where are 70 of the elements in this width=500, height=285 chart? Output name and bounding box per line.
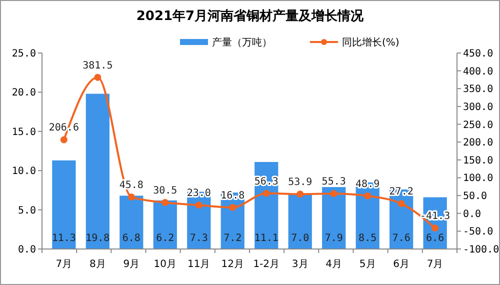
legend-label: 产量（万吨） [212, 36, 272, 48]
data-label: 23.0 [186, 188, 211, 200]
x-tick-label: 12月 [221, 259, 244, 270]
data-label: 53.9 [288, 177, 312, 188]
bar [288, 194, 312, 249]
y2-tick-label: 0.0 [463, 208, 482, 220]
data-label: 7.9 [324, 233, 343, 244]
data-label: 11.3 [52, 233, 76, 244]
x-tick-label: 6月 [393, 259, 410, 270]
bar [52, 160, 76, 249]
data-label: 6.6 [426, 233, 444, 244]
y-tick-label: 25.0 [12, 48, 36, 60]
data-label: 56.3 [254, 176, 278, 188]
y2-tick-label: 50.0 [463, 191, 488, 202]
data-label: 55.3 [322, 176, 346, 188]
point [229, 204, 236, 211]
data-label: 19.8 [86, 233, 110, 244]
point [195, 202, 202, 209]
data-label: 7.6 [392, 233, 410, 244]
point [398, 200, 405, 208]
y2-tick-label: -50.0 [463, 226, 494, 238]
point [296, 190, 304, 198]
bar [86, 94, 110, 249]
data-label: 381.5 [82, 60, 113, 72]
point [330, 190, 338, 198]
x-tick-label: 5月 [359, 259, 376, 270]
x-tick-label: 9月 [123, 259, 140, 270]
data-label: 30.5 [153, 185, 178, 196]
point [60, 136, 68, 144]
y-tick-label: 0.0 [18, 244, 36, 256]
y2-tick-label: 400.0 [463, 66, 494, 78]
y2-tick-label: 300.0 [463, 102, 494, 113]
x-tick-label: 1-2月 [253, 259, 280, 270]
point [128, 194, 135, 201]
bar [120, 196, 144, 249]
y2-tick-label: 100.0 [463, 173, 494, 184]
chart-title: 2021年7月河南省铜材产量及增长情况 [136, 8, 365, 24]
data-label: 7.3 [190, 233, 208, 244]
data-label: 11.1 [254, 233, 278, 244]
y-tick-label: 10.0 [12, 166, 36, 178]
y-tick-label: 15.0 [12, 126, 36, 138]
x-tick-label: 4月 [326, 259, 342, 270]
point [162, 198, 169, 206]
point [432, 224, 439, 232]
y2-tick-label: 200.0 [463, 138, 494, 149]
point [262, 190, 270, 197]
point [364, 192, 372, 200]
y-tick-label: 20.0 [12, 88, 36, 99]
x-tick-label: 8月 [89, 259, 106, 270]
x-tick-label: 10月 [154, 259, 177, 270]
data-label: 27.2 [389, 186, 414, 198]
bar [322, 187, 346, 249]
x-tick-label: 11月 [188, 259, 210, 270]
legend-label: 同比增长(%) [342, 36, 400, 48]
y2-tick-label: 150.0 [463, 155, 494, 166]
data-label: 16.8 [220, 190, 245, 202]
y2-tick-label: 250.0 [463, 120, 494, 131]
y-tick-label: 5.0 [18, 205, 36, 216]
data-label: 6.2 [156, 233, 174, 244]
y2-tick-label: -100.0 [463, 244, 500, 256]
x-tick-label: 7月 [56, 259, 72, 270]
data-label: 6.8 [122, 233, 140, 244]
x-tick-label: 3月 [292, 259, 308, 270]
y2-tick-label: 350.0 [463, 84, 494, 96]
y2-tick-label: 450.0 [463, 48, 494, 60]
data-label: 8.5 [358, 233, 377, 244]
x-tick-label: 7月 [426, 259, 444, 270]
point [94, 74, 102, 81]
data-label: 7.0 [291, 233, 310, 244]
data-label: 7.2 [224, 233, 242, 244]
